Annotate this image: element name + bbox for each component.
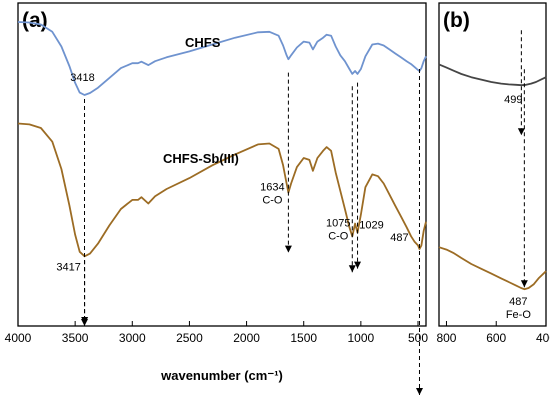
- series-line-1: [17, 122, 427, 258]
- annotation-label: 487: [390, 232, 408, 244]
- panel-a-series: [17, 21, 427, 258]
- series-line-0: [438, 63, 547, 87]
- panel-a-label: (a): [22, 9, 48, 32]
- annotation-arrowhead: [81, 317, 89, 324]
- annotation-label: 1634: [260, 182, 284, 194]
- panel-b-label: (b): [443, 9, 470, 32]
- panel-b-x-ticks: 800 600 400: [436, 321, 550, 345]
- panel-b-series: [438, 63, 547, 291]
- x-tick-label: 2000: [233, 331, 260, 345]
- annotation-label: 1075: [326, 217, 350, 229]
- annotation-label: 487: [509, 296, 527, 308]
- annotation-arrowhead: [354, 261, 362, 269]
- x-tick-label: 3000: [119, 331, 146, 345]
- x-tick-label: 3500: [62, 331, 89, 345]
- annotation-arrowhead: [520, 280, 528, 288]
- annotation-label: 3418: [70, 72, 94, 84]
- panel-b-frame: [438, 2, 547, 327]
- series-label-chfs-sb: CHFS-Sb(III): [163, 151, 239, 166]
- x-tick-label: 2500: [176, 331, 203, 345]
- annotation-label: 499: [504, 94, 522, 106]
- annotation-arrowhead: [284, 245, 292, 253]
- annotation-arrowhead: [415, 388, 423, 395]
- panel-a-x-ticks: 4000 3500 3000 2500 2000 1500 1000 500: [5, 321, 428, 345]
- annotation-sublabel: C-O: [262, 195, 283, 207]
- annotation-arrowhead: [517, 128, 525, 136]
- annotation-label: 3417: [56, 261, 80, 273]
- x-tick-label: 800: [436, 331, 456, 345]
- x-tick-label: 400: [536, 331, 550, 345]
- x-tick-label: 1000: [348, 331, 375, 345]
- series-line-0: [17, 21, 427, 96]
- x-tick-label: 500: [408, 331, 428, 345]
- series-label-chfs: CHFS: [185, 35, 221, 50]
- series-line-1: [438, 246, 547, 291]
- panel-a: (a) 4000 3500 3000 2500 2000 1500 1000 500 3418…: [5, 2, 428, 395]
- x-axis-label: wavenumber (cm⁻¹): [160, 368, 283, 383]
- annotation-sublabel: C-O: [328, 230, 349, 242]
- annotation-label: 1029: [359, 220, 383, 232]
- annotation-arrowhead: [348, 265, 356, 273]
- panel-a-frame: [17, 2, 427, 327]
- annotation-sublabel: Fe-O: [506, 309, 532, 321]
- x-tick-label: 4000: [5, 331, 32, 345]
- x-tick-label: 600: [486, 331, 506, 345]
- x-tick-label: 1500: [290, 331, 317, 345]
